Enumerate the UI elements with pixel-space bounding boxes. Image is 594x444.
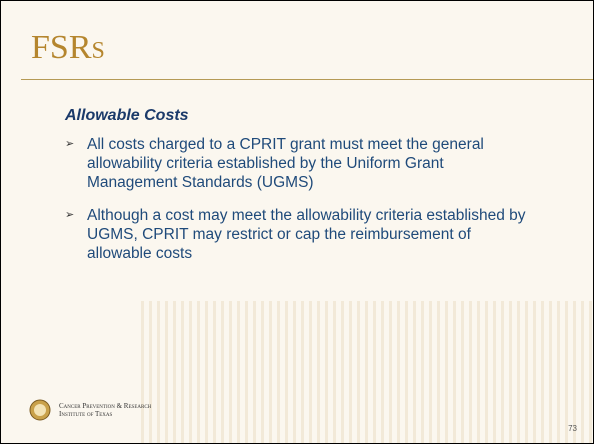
slide-title: FSRs xyxy=(31,29,105,66)
org-name: Cancer Prevention & Research Institute o… xyxy=(59,402,151,418)
seal xyxy=(29,399,51,421)
page-number: 73 xyxy=(568,424,577,433)
org-line: Cancer Prevention & Research xyxy=(59,402,152,410)
org-line: Institute of Texas xyxy=(59,410,113,418)
subtitle: Allowable Costs xyxy=(65,107,189,124)
title-rule xyxy=(21,79,593,80)
logo: Cancer Prevention & Research Institute o… xyxy=(29,399,151,421)
background-pattern xyxy=(141,301,593,443)
bullet-list: All costs charged to a CPRIT grant must … xyxy=(65,135,535,277)
bullet: All costs charged to a CPRIT grant must … xyxy=(65,135,535,192)
bullet: Although a cost may meet the allowabilit… xyxy=(65,206,535,263)
